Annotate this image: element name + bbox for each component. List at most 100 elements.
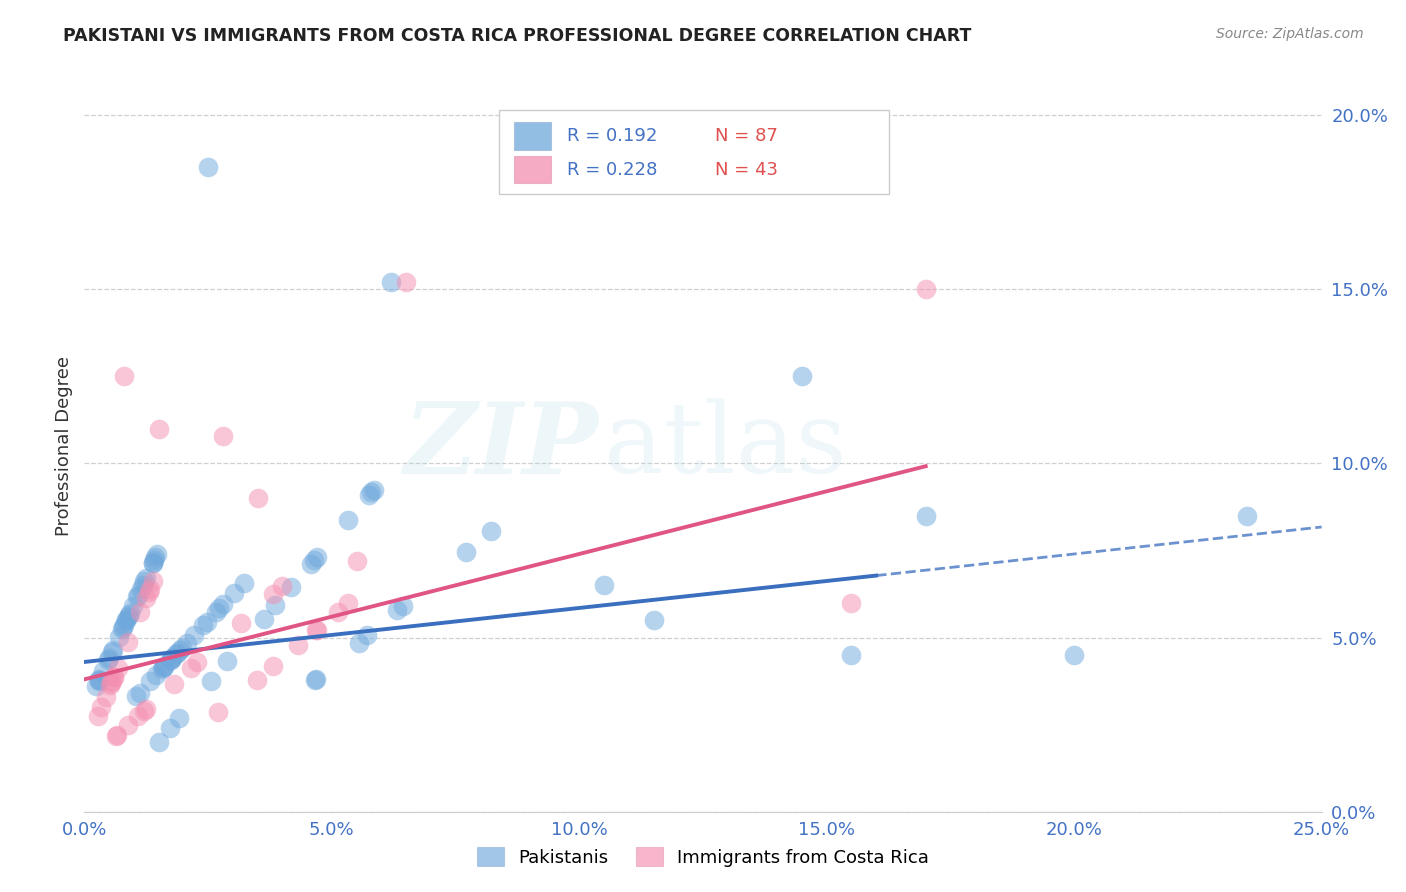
FancyBboxPatch shape [513, 122, 551, 150]
Point [170, 640, 193, 655]
Point [169, 642, 191, 657]
Point [180, 661, 202, 675]
Point [103, 670, 125, 684]
Point [127, 709, 149, 723]
Point [159, 653, 181, 667]
Text: N = 43: N = 43 [716, 161, 779, 178]
Point [153, 659, 176, 673]
Point [134, 574, 156, 589]
Point [117, 610, 139, 624]
Point [91, 665, 114, 679]
Point [90, 700, 112, 714]
Point [101, 674, 124, 689]
Point [346, 554, 368, 568]
Point [143, 553, 166, 567]
Point [122, 599, 145, 614]
Point [380, 275, 402, 289]
Point [176, 635, 198, 649]
Point [643, 613, 665, 627]
Point [263, 659, 285, 673]
Text: PAKISTANI VS IMMIGRANTS FROM COSTA RICA PROFESSIONAL DEGREE CORRELATION CHART: PAKISTANI VS IMMIGRANTS FROM COSTA RICA … [63, 27, 972, 45]
Point [112, 617, 135, 632]
Point [127, 588, 149, 602]
Point [246, 491, 269, 506]
Point [117, 718, 139, 732]
Point [159, 652, 181, 666]
Point [129, 605, 152, 619]
Point [94, 690, 117, 704]
Point [841, 648, 863, 662]
Point [100, 645, 122, 659]
Point [841, 596, 863, 610]
Legend: Pakistanis, Immigrants from Costa Rica: Pakistanis, Immigrants from Costa Rica [470, 840, 936, 874]
Point [212, 428, 235, 442]
Point [197, 161, 219, 175]
Point [391, 599, 413, 613]
Point [193, 618, 215, 632]
Point [97, 653, 120, 667]
Point [593, 578, 616, 592]
Point [395, 275, 418, 289]
Text: Source: ZipAtlas.com: Source: ZipAtlas.com [1216, 27, 1364, 41]
Point [454, 545, 477, 559]
Point [84, 679, 107, 693]
Point [790, 369, 813, 384]
Point [125, 690, 148, 704]
Point [87, 673, 110, 688]
Point [246, 673, 269, 687]
Point [150, 662, 173, 676]
Point [302, 553, 325, 567]
Point [360, 485, 382, 500]
Point [1236, 508, 1258, 523]
Point [347, 636, 370, 650]
Point [264, 598, 287, 612]
Point [127, 590, 149, 604]
Point [89, 672, 111, 686]
Point [479, 524, 502, 539]
Point [152, 660, 174, 674]
Point [132, 704, 155, 718]
Point [104, 729, 127, 743]
Point [105, 728, 128, 742]
Point [128, 685, 150, 699]
Point [914, 282, 936, 296]
FancyBboxPatch shape [513, 155, 551, 184]
Point [357, 488, 380, 502]
Point [195, 615, 218, 629]
Point [138, 584, 160, 599]
Point [166, 646, 188, 660]
Point [305, 672, 328, 686]
Text: atlas: atlas [605, 398, 846, 494]
Point [112, 620, 135, 634]
Point [115, 613, 138, 627]
Point [160, 651, 183, 665]
Point [118, 607, 141, 621]
Point [217, 654, 239, 668]
Point [107, 630, 129, 644]
Point [145, 550, 167, 565]
Point [262, 587, 284, 601]
Point [115, 613, 138, 627]
FancyBboxPatch shape [499, 110, 889, 194]
Point [145, 668, 167, 682]
Point [232, 575, 254, 590]
Point [337, 596, 360, 610]
Point [162, 650, 184, 665]
Point [205, 605, 228, 619]
Point [135, 591, 157, 606]
Point [208, 601, 231, 615]
Point [131, 578, 153, 592]
Point [356, 628, 378, 642]
Point [87, 709, 110, 723]
Point [385, 603, 408, 617]
Point [111, 622, 134, 636]
Point [363, 483, 385, 497]
Point [299, 557, 322, 571]
Point [159, 721, 181, 735]
Point [304, 673, 326, 687]
Point [326, 605, 349, 619]
Text: N = 87: N = 87 [716, 127, 779, 145]
Point [167, 711, 190, 725]
Text: ZIP: ZIP [404, 398, 598, 494]
Point [129, 582, 152, 596]
